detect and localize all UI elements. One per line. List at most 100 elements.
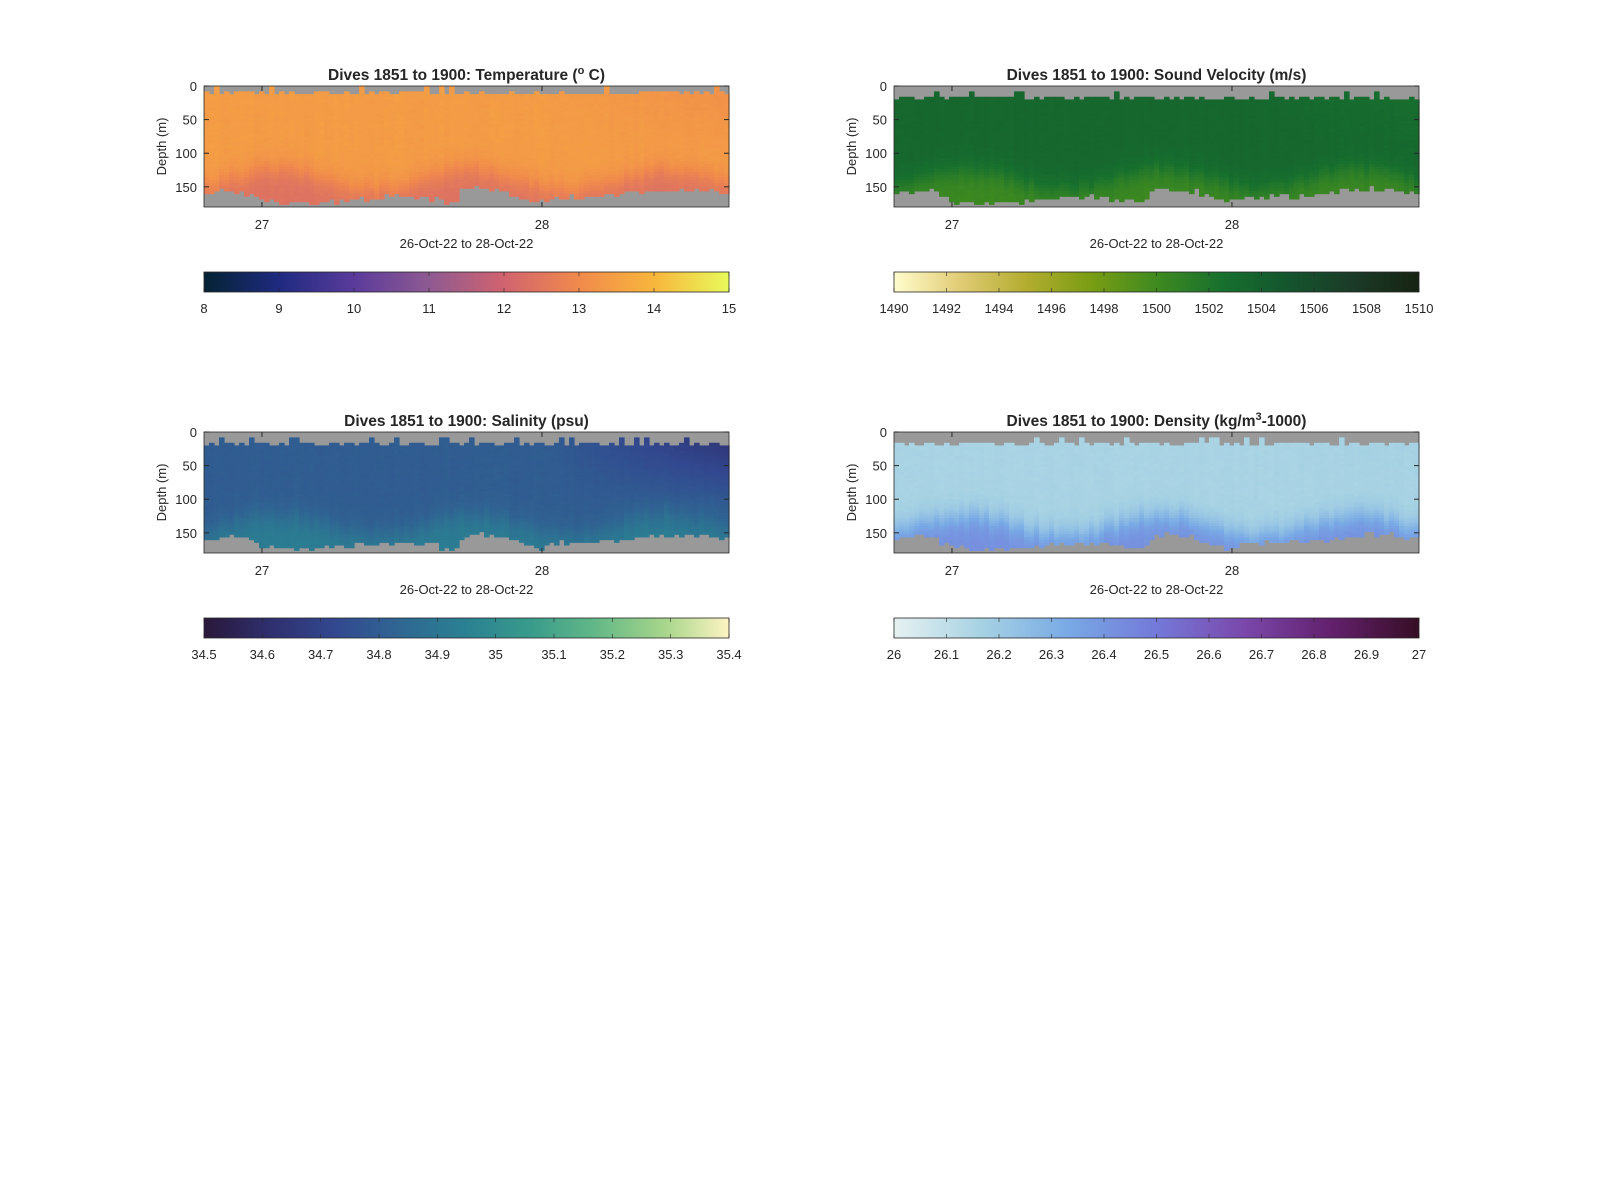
heatmap-cell xyxy=(244,194,250,197)
heatmap-cell xyxy=(899,188,905,191)
x-tick-label: 27 xyxy=(255,217,269,232)
heatmap xyxy=(894,91,1420,205)
heatmap-cell xyxy=(209,191,215,194)
heatmap-cell xyxy=(344,199,350,202)
heatmap-cell xyxy=(529,199,535,202)
heatmap-cell xyxy=(1009,199,1015,202)
y-tick-label: 100 xyxy=(175,146,197,161)
heatmap-cell xyxy=(489,188,495,191)
heatmap-cell xyxy=(964,199,970,202)
chart-title: Dives 1851 to 1900: Temperature (o C) xyxy=(328,65,605,84)
heatmap-cell xyxy=(594,194,600,197)
heatmap-cell xyxy=(374,196,380,199)
heatmap-cell xyxy=(654,188,660,191)
colorbar-tick-label: 9 xyxy=(275,301,282,316)
heatmap-cell xyxy=(469,185,475,188)
heatmap-cell xyxy=(939,194,945,197)
heatmap-cell xyxy=(994,199,1000,202)
x-axis-label: 26-Oct-22 to 28-Oct-22 xyxy=(400,236,534,251)
heatmap-cell xyxy=(284,202,290,205)
heatmap-cell xyxy=(589,194,595,197)
heatmap-cell xyxy=(274,199,280,202)
heatmap-cell xyxy=(339,196,345,199)
colorbar xyxy=(204,272,729,292)
heatmap-cell xyxy=(314,202,320,205)
heatmap-cell xyxy=(479,185,485,188)
heatmap-cell xyxy=(474,183,480,186)
heatmap-cell xyxy=(634,188,640,191)
heatmap-cell xyxy=(359,194,365,197)
heatmap-cell xyxy=(564,196,570,199)
heatmap-cell xyxy=(294,199,300,202)
heatmap-cell xyxy=(354,196,360,199)
heatmap-cell xyxy=(304,199,310,202)
heatmap-cell xyxy=(954,202,960,205)
heatmap-cell xyxy=(414,196,420,199)
heatmap-cell xyxy=(264,199,270,202)
heatmap-cell xyxy=(364,199,370,202)
heatmap-cell xyxy=(214,188,220,191)
heatmap-cell xyxy=(694,185,700,188)
heatmap-cell xyxy=(974,202,980,205)
heatmap-cell xyxy=(609,191,615,194)
heatmap-cell xyxy=(459,185,465,188)
heatmap-cell xyxy=(559,196,565,199)
heatmap-cell xyxy=(424,194,430,197)
heatmap-cell xyxy=(679,185,685,188)
heatmap-cell xyxy=(554,194,560,197)
heatmap-cell xyxy=(509,194,515,197)
heatmap-cell xyxy=(919,188,925,191)
heatmap-cell xyxy=(624,188,630,191)
heatmap-cell xyxy=(689,188,695,191)
heatmap-cell xyxy=(349,196,355,199)
heatmap-cell xyxy=(219,185,225,188)
heatmap-cell xyxy=(454,199,460,202)
heatmap-cell xyxy=(334,202,340,205)
heatmap-cell xyxy=(659,188,665,191)
heatmap xyxy=(204,86,730,205)
heatmap-cell xyxy=(524,196,530,199)
heatmap-cell xyxy=(484,185,490,188)
heatmap-cell xyxy=(434,194,440,197)
heatmap-cell xyxy=(984,199,990,202)
heatmap-cell xyxy=(419,194,425,197)
heatmap-cell xyxy=(599,194,605,197)
colorbar-tick-label: 8 xyxy=(200,301,207,316)
heatmap-cell xyxy=(579,196,585,199)
heatmap-cell xyxy=(309,202,315,205)
heatmap-cell xyxy=(699,188,705,191)
y-tick-label: 150 xyxy=(175,180,197,195)
x-tick-label: 28 xyxy=(535,217,549,232)
heatmap-cell xyxy=(979,202,985,205)
heatmap-cell xyxy=(249,191,255,194)
heatmap-cell xyxy=(959,199,965,202)
heatmap-cell xyxy=(494,185,500,188)
heatmap-cell xyxy=(949,199,955,202)
colorbar-tick-label: 12 xyxy=(497,301,511,316)
heatmap-cell xyxy=(534,199,540,202)
heatmap-cell xyxy=(259,196,265,199)
heatmap-cell xyxy=(674,188,680,191)
heatmap-cell xyxy=(1004,199,1010,202)
heatmap-cell xyxy=(289,199,295,202)
heatmap-cell xyxy=(324,199,330,202)
heatmap-cell xyxy=(464,185,470,188)
heatmap-cell xyxy=(569,191,575,194)
heatmap-cell xyxy=(914,188,920,191)
heatmap-cell xyxy=(969,199,975,202)
colorbar-tick-label: 14 xyxy=(647,301,661,316)
heatmap-cell xyxy=(404,194,410,197)
heatmap-cell xyxy=(514,194,520,197)
heatmap-cell xyxy=(269,196,275,199)
heatmap-cell xyxy=(894,191,900,194)
heatmap-cell xyxy=(574,196,580,199)
heatmap-cell xyxy=(684,188,690,191)
heatmap-cell xyxy=(319,199,325,202)
heatmap-cell xyxy=(384,191,390,194)
colorbar-tick-label: 15 xyxy=(722,301,736,316)
heatmap-cell xyxy=(644,188,650,191)
heatmap-cell xyxy=(649,188,655,191)
